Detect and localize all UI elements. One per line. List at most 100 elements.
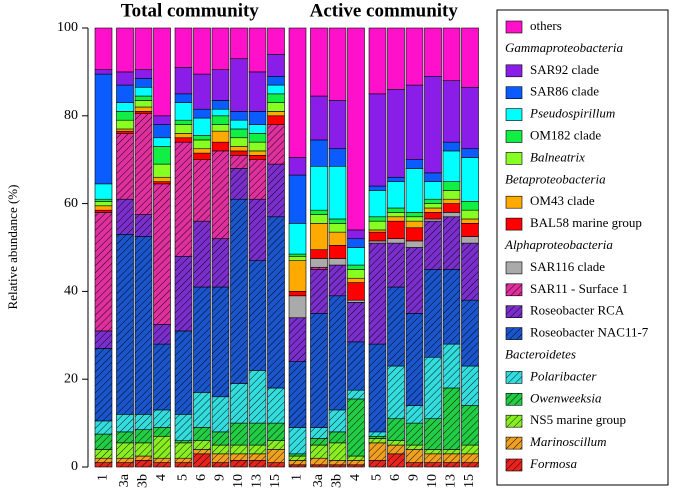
hatch (506, 327, 522, 340)
hatch (506, 459, 522, 471)
hatch (461, 300, 479, 367)
bar-segment (461, 148, 479, 158)
y-tick-label: 60 (64, 196, 78, 211)
hatch (249, 445, 266, 454)
hatch (267, 449, 285, 463)
hatch (369, 344, 386, 432)
legend-swatch (505, 195, 523, 209)
hatch (506, 393, 522, 406)
hatch (230, 168, 248, 200)
hatch (193, 427, 211, 441)
hatch (461, 243, 479, 301)
bar-segment (211, 130, 230, 143)
hatch (369, 436, 386, 439)
hatch (175, 440, 192, 443)
bar-segment (134, 95, 153, 101)
bar-segment (230, 150, 248, 156)
x-tick-label: 1 (96, 474, 111, 481)
bar-segment (94, 198, 113, 202)
bar-segment (248, 133, 267, 143)
x-tick-label: 5 (176, 474, 191, 481)
bar-segment (405, 27, 424, 86)
x-tick-label: 3b (136, 474, 151, 488)
bar-segment (461, 86, 479, 150)
bar-segment (368, 240, 387, 244)
hatch (230, 460, 248, 467)
bar-segment (94, 73, 113, 185)
bar-segment (368, 190, 387, 218)
hatch (289, 317, 306, 362)
bar-segment (387, 181, 405, 209)
bar-segment (288, 255, 307, 261)
hatch (249, 199, 266, 261)
hatch (153, 427, 171, 437)
bar-segment (424, 75, 442, 174)
hatch (461, 366, 479, 406)
bar-segment (174, 27, 193, 68)
bar-segment (347, 27, 365, 231)
hatch (424, 221, 442, 270)
y-tick-label: 20 (64, 371, 78, 386)
hatch (212, 445, 229, 454)
hatch (116, 234, 134, 415)
bar-segment (461, 223, 479, 237)
hatch (175, 142, 192, 257)
hatch (387, 243, 405, 288)
bar-segment (288, 27, 307, 158)
hatch (406, 449, 423, 463)
hatch (95, 348, 112, 421)
bar-segment (405, 240, 424, 248)
x-tick-label: 15 (462, 474, 477, 488)
hatch (212, 287, 229, 397)
bar-segment (387, 176, 405, 182)
hatch (406, 313, 423, 406)
bar-segment (116, 71, 134, 86)
bar-segment (442, 203, 461, 213)
hatch (406, 423, 423, 446)
hatch (116, 431, 134, 443)
bar-segment (230, 146, 248, 152)
legend-label: OM182 clade (530, 127, 601, 142)
hatch (443, 453, 460, 463)
bar-segment (116, 128, 134, 132)
bar-segment (424, 207, 442, 213)
bar-segment (153, 176, 171, 182)
legend-label: Owenweeksia (530, 390, 602, 405)
hatch (153, 462, 171, 467)
bar-segment (116, 102, 134, 112)
bar-segment (193, 152, 211, 161)
bar-segment (387, 220, 405, 240)
bar-segment (134, 106, 153, 112)
hatch (347, 460, 365, 465)
bar-segment (116, 119, 134, 130)
bar-segment (347, 299, 365, 303)
legend-swatch (505, 86, 523, 99)
bar-segment (368, 93, 387, 187)
hatch (329, 442, 346, 461)
bar-segment (424, 172, 442, 182)
hatch (329, 409, 346, 432)
bar-segment (387, 27, 405, 90)
bar-segment (310, 249, 328, 259)
x-tick-label: 13 (250, 474, 265, 488)
bar-segment (174, 102, 193, 121)
bar-segment (248, 111, 267, 125)
hatch (506, 415, 522, 428)
legend-swatch (505, 130, 523, 143)
y-tick-label: 40 (64, 284, 78, 299)
bar-segment (174, 67, 193, 95)
hatch (406, 247, 423, 314)
bar-segment (310, 214, 328, 224)
hatch (369, 442, 386, 461)
hatch (506, 437, 522, 450)
bar-segment (461, 157, 479, 202)
x-tick-label: 9 (407, 474, 422, 481)
bar-segment (310, 27, 328, 97)
hatch (289, 464, 306, 467)
hatch (369, 438, 386, 443)
bar-segment (328, 245, 347, 259)
bar-segment (248, 150, 267, 156)
bar-segment (267, 84, 285, 95)
bar-segment (405, 159, 424, 169)
bar-segment (174, 137, 193, 143)
